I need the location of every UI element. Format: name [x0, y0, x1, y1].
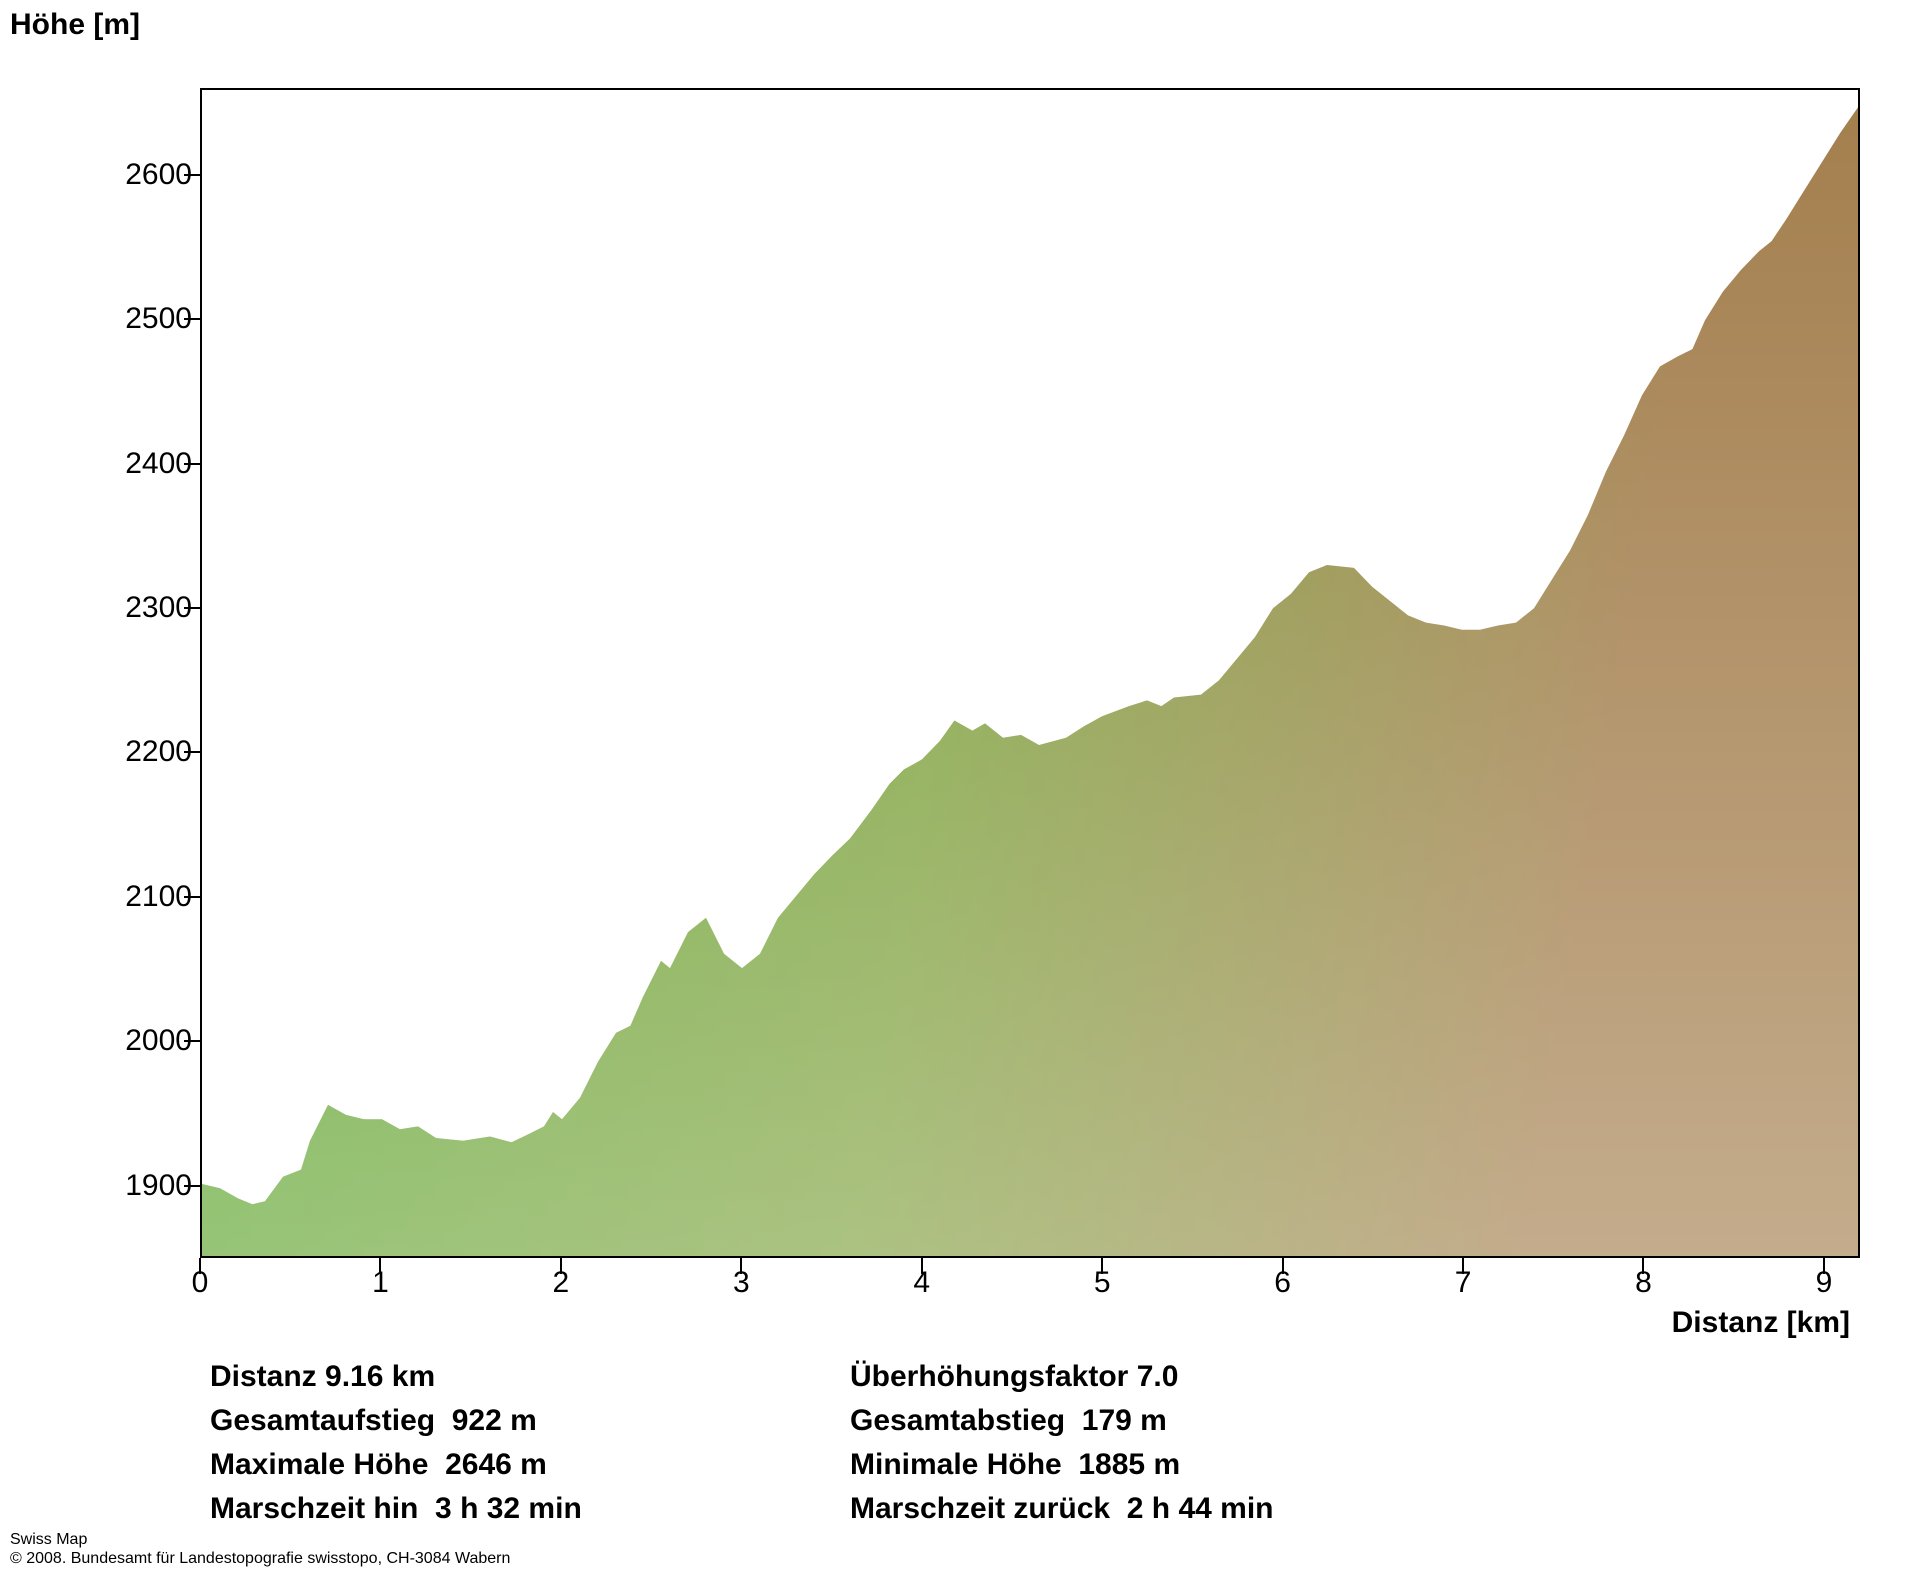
stat-total-ascent: Gesamtaufstieg 922 m — [210, 1404, 850, 1438]
stat-value: 2646 m — [445, 1448, 547, 1481]
x-tick-label: 0 — [192, 1266, 209, 1300]
stat-label: Gesamtabstieg — [850, 1404, 1065, 1437]
stat-label: Marschzeit zurück — [850, 1492, 1110, 1525]
elevation-area-chart — [202, 90, 1858, 1256]
y-tick-label: 2200 — [125, 735, 192, 769]
x-tick-label: 1 — [372, 1266, 389, 1300]
stat-label: Gesamtaufstieg — [210, 1404, 435, 1437]
y-tick-label: 2300 — [125, 591, 192, 625]
stat-value: 9.16 km — [325, 1360, 435, 1393]
x-tick-label: 8 — [1635, 1266, 1652, 1300]
chart-plot-area — [200, 88, 1860, 1258]
stat-label: Distanz — [210, 1360, 317, 1393]
elevation-profile-container: Höhe [m] 1900200021002200230024002500260… — [0, 0, 1920, 1572]
footer-line2: © 2008. Bundesamt für Landestopografie s… — [10, 1549, 510, 1568]
stat-value: 922 m — [452, 1404, 537, 1437]
y-tick-label: 1900 — [125, 1169, 192, 1203]
footer-line1: Swiss Map — [10, 1530, 510, 1549]
y-tick-label: 2000 — [125, 1024, 192, 1058]
stat-time-back: Marschzeit zurück 2 h 44 min — [850, 1492, 1490, 1526]
footer-attribution: Swiss Map © 2008. Bundesamt für Landesto… — [10, 1530, 510, 1568]
y-axis-title: Höhe [m] — [10, 8, 140, 42]
stat-total-descent: Gesamtabstieg 179 m — [850, 1404, 1490, 1438]
stat-time-out: Marschzeit hin 3 h 32 min — [210, 1492, 850, 1526]
x-tick-label: 9 — [1816, 1266, 1833, 1300]
stat-value: 3 h 32 min — [435, 1492, 582, 1525]
stat-min-height: Minimale Höhe 1885 m — [850, 1448, 1490, 1482]
stat-value: 7.0 — [1137, 1360, 1179, 1393]
y-tick-label: 2400 — [125, 447, 192, 481]
x-tick-label: 5 — [1094, 1266, 1111, 1300]
x-tick-label: 6 — [1274, 1266, 1291, 1300]
stat-label: Marschzeit hin — [210, 1492, 418, 1525]
stat-label: Maximale Höhe — [210, 1448, 428, 1481]
x-tick-label: 3 — [733, 1266, 750, 1300]
stat-label: Minimale Höhe — [850, 1448, 1062, 1481]
stat-distance: Distanz 9.16 km — [210, 1360, 850, 1394]
route-statistics: Distanz 9.16 km Überhöhungsfaktor 7.0 Ge… — [210, 1360, 1490, 1526]
stat-label: Überhöhungsfaktor — [850, 1360, 1128, 1393]
stat-exaggeration: Überhöhungsfaktor 7.0 — [850, 1360, 1490, 1394]
y-tick-label: 2100 — [125, 880, 192, 914]
stat-value: 2 h 44 min — [1127, 1492, 1274, 1525]
stat-value: 1885 m — [1078, 1448, 1180, 1481]
x-tick-label: 4 — [913, 1266, 930, 1300]
stat-max-height: Maximale Höhe 2646 m — [210, 1448, 850, 1482]
x-axis-title: Distanz [km] — [1672, 1306, 1850, 1340]
stat-value: 179 m — [1082, 1404, 1167, 1437]
x-tick-label: 7 — [1455, 1266, 1472, 1300]
x-tick-label: 2 — [553, 1266, 570, 1300]
y-tick-label: 2600 — [125, 158, 192, 192]
y-tick-label: 2500 — [125, 302, 192, 336]
